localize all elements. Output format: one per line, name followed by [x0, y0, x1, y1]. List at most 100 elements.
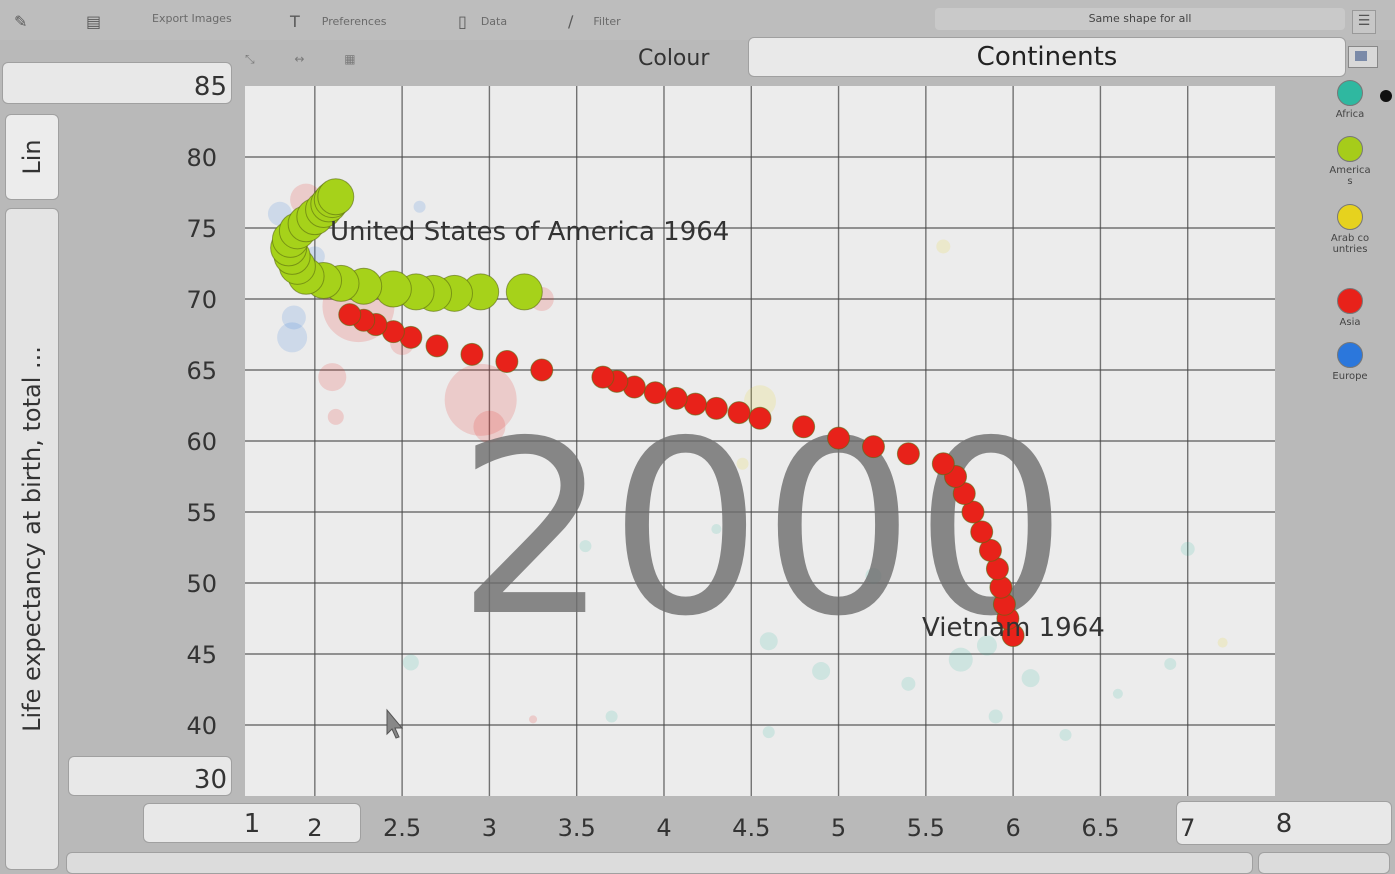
vietnam-point — [530, 358, 554, 382]
x-min-field[interactable]: 1 — [143, 803, 361, 843]
background-bubble — [812, 662, 831, 681]
legend-swatch — [1337, 342, 1363, 368]
background-bubble — [901, 676, 916, 691]
x-tick-label: 7 — [1180, 814, 1195, 842]
legend-swatch — [1337, 80, 1363, 106]
y-tick-label: 40 — [186, 712, 217, 740]
usa-label: United States of America 1964 — [330, 217, 729, 247]
x-tick-label: 5.5 — [907, 814, 945, 842]
legend-item[interactable]: Arab countries — [1312, 204, 1388, 255]
usa-trail — [270, 178, 543, 312]
toolbar: ✎ ▤ Export Images T Preferences ▯ Data ∕ Fi… — [0, 0, 1395, 40]
background-bubble — [529, 715, 538, 724]
preferences-button[interactable]: T Preferences — [290, 12, 387, 31]
legend-item[interactable]: Asia — [1312, 288, 1388, 328]
usa-point — [317, 178, 355, 216]
background-bubble — [579, 540, 592, 553]
chart-tool[interactable]: ▤ — [86, 12, 101, 31]
x-tick-label: 5 — [831, 814, 846, 842]
legend-toggle-button[interactable] — [1348, 46, 1378, 68]
legend-item[interactable]: Americas — [1312, 136, 1388, 187]
legend-swatch — [1337, 288, 1363, 314]
usa-point — [505, 273, 543, 311]
y-tick-label: 65 — [186, 357, 217, 385]
legend-label: Africa — [1335, 109, 1365, 120]
x-tick-label: 2.5 — [383, 814, 421, 842]
y-tick-label: 60 — [186, 428, 217, 456]
vietnam-point — [896, 442, 920, 466]
menu-icon: ☰ — [1357, 13, 1371, 29]
y-indicator-selector[interactable]: Life expectancy at birth, total ... — [5, 208, 59, 870]
legend-item[interactable]: Africa — [1312, 80, 1388, 120]
x-tick-label: 3.5 — [558, 814, 596, 842]
legend-swatch — [1337, 204, 1363, 230]
vietnam-point — [704, 396, 728, 420]
vietnam-trail — [338, 303, 1025, 648]
vietnam-point — [495, 349, 519, 373]
background-bubble — [948, 647, 973, 672]
background-bubble — [744, 385, 776, 418]
y-max-field[interactable]: 85 — [2, 62, 232, 104]
chart-icon: ▤ — [86, 12, 102, 31]
document-icon: ▯ — [458, 12, 467, 31]
background-bubble — [1112, 688, 1123, 699]
y-tick-label: 50 — [186, 570, 217, 598]
grid — [245, 86, 1275, 796]
mouse-cursor-icon — [386, 708, 404, 739]
y-tick-label: 70 — [186, 286, 217, 314]
background-bubble — [277, 322, 308, 353]
vietnam-point — [827, 426, 851, 450]
x-tick-labels: 2 2.5 3 3.5 4 4.5 5 5.5 6 6.5 7 — [307, 814, 1195, 842]
background-bubble — [402, 654, 419, 671]
vietnam-label: Vietnam 1964 — [922, 613, 1105, 643]
y-scale-button[interactable]: Lin — [5, 114, 59, 200]
vietnam-point — [727, 401, 751, 425]
y-tick-label: 55 — [186, 499, 217, 527]
y-tick-labels: 40 45 50 55 60 65 70 75 80 — [186, 144, 217, 740]
y-tick-label: 75 — [186, 215, 217, 243]
background-bubble — [736, 457, 749, 470]
vietnam-point — [664, 386, 688, 410]
background-bubble — [413, 200, 426, 213]
vietnam-point — [591, 365, 615, 389]
background-bubble — [444, 363, 517, 436]
selection-dot[interactable] — [1380, 90, 1392, 102]
legend-label: Asia — [1339, 317, 1361, 328]
trails — [270, 178, 1025, 648]
vietnam-point — [425, 334, 449, 358]
x-tick-label: 6.5 — [1081, 814, 1119, 842]
same-shape-toggle[interactable]: Same shape for all — [935, 8, 1345, 30]
background-bubble — [711, 524, 722, 535]
background-bubble — [1059, 728, 1072, 741]
legend-label: Europe — [1332, 371, 1368, 382]
background-bubble — [865, 567, 882, 584]
zoom-controls[interactable]: ⤡ ↔ ▦ — [245, 52, 374, 66]
legend-item[interactable]: Europe — [1312, 342, 1388, 382]
background-bubble — [318, 363, 347, 392]
vietnam-point — [931, 452, 955, 476]
x-max-field[interactable]: 8 — [1176, 801, 1392, 845]
background-bubble — [1217, 637, 1228, 648]
vietnam-point — [861, 435, 885, 459]
x-tick-label: 4 — [656, 814, 671, 842]
vietnam-point — [792, 415, 816, 439]
background-bubble — [988, 709, 1003, 724]
year-watermark: 2000 — [457, 389, 1068, 669]
y-min-field[interactable]: 30 — [68, 756, 232, 796]
text-icon: T — [290, 12, 300, 31]
menu-button[interactable]: ☰ — [1352, 10, 1376, 34]
background-bubble — [759, 632, 778, 651]
pencil-icon: ✎ — [14, 12, 28, 31]
legend-label: Arab countries — [1330, 233, 1370, 255]
background-bubble — [1164, 657, 1177, 670]
vietnam-point — [970, 520, 994, 544]
colour-dropdown[interactable]: Continents — [748, 37, 1346, 77]
filter-button[interactable]: ∕ Filter — [568, 12, 621, 31]
background-bubble — [976, 635, 997, 656]
background-bubble — [1180, 541, 1195, 556]
pencil-tool[interactable]: ✎ — [14, 12, 27, 31]
vietnam-point — [643, 381, 667, 405]
data-button[interactable]: ▯ Data — [458, 12, 508, 31]
export-images-button[interactable]: Export Images — [152, 12, 232, 25]
